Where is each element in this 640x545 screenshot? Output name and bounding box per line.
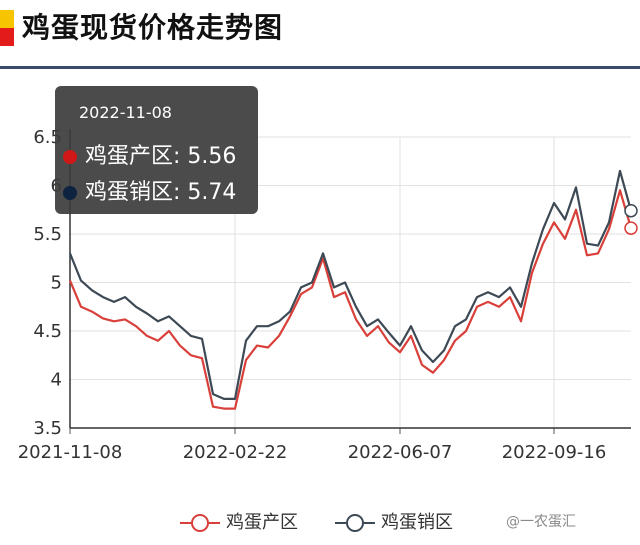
- y-tick-label: 4.5: [33, 321, 62, 342]
- legend-marker-icon: [335, 514, 375, 532]
- series-dot-icon: [63, 150, 77, 164]
- y-tick-label: 6.5: [33, 127, 62, 148]
- series-line-selling: [68, 169, 633, 400]
- x-tick-label: 2021-11-08: [18, 442, 123, 463]
- y-tick-label: 5.5: [33, 224, 62, 245]
- y-tick-label: 3.5: [33, 418, 62, 439]
- x-tick-label: 2022-02-22: [183, 442, 288, 463]
- watermark-text: @一农蛋汇: [506, 514, 576, 530]
- y-tick-label: 5: [51, 273, 62, 294]
- tooltip-row-selling: 鸡蛋销区: 5.74: [63, 174, 236, 206]
- end-point-producing: [624, 221, 638, 235]
- title-marker-icon: [0, 10, 14, 46]
- legend-item-producing[interactable]: 鸡蛋产区: [180, 508, 298, 534]
- tooltip-producing-text: 鸡蛋产区: 5.56: [85, 144, 237, 169]
- title-divider: [0, 66, 640, 69]
- legend-label: 鸡蛋销区: [381, 512, 453, 533]
- end-point-selling: [624, 203, 638, 218]
- x-tick-label: 2022-09-16: [502, 442, 607, 463]
- legend-item-selling[interactable]: 鸡蛋销区: [335, 508, 453, 534]
- y-tick-label: 4: [51, 370, 62, 391]
- tooltip-selling-text: 鸡蛋销区: 5.74: [85, 180, 237, 205]
- legend-label: 鸡蛋产区: [226, 512, 298, 533]
- x-tick-label: 2022-06-07: [348, 442, 453, 463]
- chart-tooltip: 2022-11-08 鸡蛋产区: 5.56 鸡蛋销区: 5.74: [55, 86, 258, 214]
- series-dot-icon: [63, 186, 77, 200]
- page-title: 鸡蛋现货价格走势图: [22, 11, 284, 44]
- price-line-chart: 3.544.555.566.52021-11-082022-02-222022-…: [18, 127, 638, 463]
- tooltip-date: 2022-11-08: [79, 103, 172, 122]
- legend-marker-icon: [180, 514, 220, 532]
- title-bar: 鸡蛋现货价格走势图: [0, 0, 640, 69]
- tooltip-row-producing: 鸡蛋产区: 5.56: [63, 138, 236, 170]
- series-line-producing: [68, 189, 633, 410]
